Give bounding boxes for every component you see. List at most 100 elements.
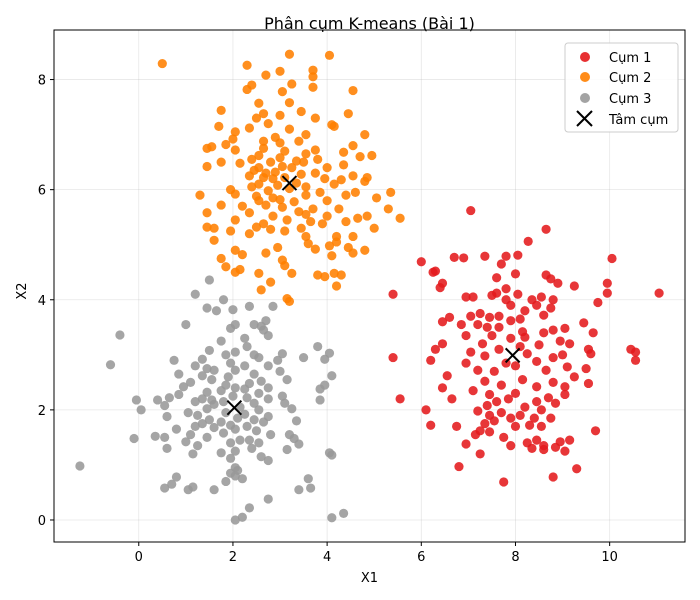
data-point-cluster-2 (261, 248, 271, 258)
data-point-cluster-3 (268, 301, 278, 311)
data-point-cluster-1 (520, 332, 530, 342)
data-point-cluster-1 (499, 432, 509, 442)
data-point-cluster-1 (532, 435, 542, 445)
data-point-cluster-2 (235, 158, 245, 168)
data-point-cluster-1 (548, 295, 558, 305)
data-point-cluster-3 (202, 363, 212, 374)
data-point-cluster-1 (442, 371, 452, 381)
data-point-cluster-2 (360, 176, 370, 186)
data-point-cluster-2 (284, 49, 295, 59)
legend-label-centroid: Tâm cụm (608, 113, 668, 128)
data-point-cluster-3 (230, 383, 240, 393)
data-point-cluster-3 (327, 450, 337, 460)
data-point-cluster-3 (181, 319, 191, 330)
data-point-cluster-2 (254, 98, 264, 108)
data-point-cluster-3 (240, 361, 250, 371)
data-point-cluster-3 (160, 400, 170, 411)
data-point-cluster-1 (466, 205, 476, 216)
data-point-cluster-2 (317, 219, 328, 229)
data-point-cluster-1 (437, 339, 448, 349)
data-point-cluster-3 (240, 384, 250, 394)
data-point-cluster-1 (421, 405, 431, 415)
data-point-cluster-1 (607, 253, 617, 264)
data-point-cluster-2 (221, 139, 231, 150)
data-point-cluster-3 (202, 404, 212, 414)
data-point-cluster-2 (230, 145, 240, 155)
data-point-cluster-1 (593, 297, 603, 308)
data-point-cluster-3 (202, 303, 212, 313)
data-point-cluster-2 (296, 169, 306, 179)
data-point-cluster-3 (115, 330, 125, 340)
centroid-marker (504, 347, 521, 364)
data-point-cluster-2 (225, 226, 236, 236)
data-point-cluster-3 (183, 485, 193, 495)
data-point-cluster-1 (461, 330, 471, 341)
data-point-cluster-2 (209, 235, 219, 245)
centroid-marker (226, 399, 243, 416)
data-point-cluster-3 (244, 503, 255, 513)
y-tick-label: 4 (38, 294, 46, 309)
data-point-cluster-2 (298, 157, 309, 167)
data-point-cluster-3 (183, 408, 193, 418)
legend-marker-cluster-2 (580, 72, 590, 82)
data-point-cluster-1 (428, 267, 438, 277)
data-point-cluster-3 (263, 455, 273, 466)
data-point-cluster-1 (492, 273, 502, 283)
data-point-cluster-2 (244, 229, 255, 239)
data-point-cluster-3 (136, 405, 146, 415)
data-point-cluster-3 (244, 435, 255, 445)
data-point-cluster-3 (254, 405, 264, 415)
centroid-marker (281, 175, 298, 191)
data-point-cluster-2 (310, 145, 320, 155)
data-point-cluster-3 (185, 377, 196, 387)
data-point-cluster-1 (480, 376, 490, 386)
data-point-cluster-3 (303, 474, 313, 484)
data-point-cluster-3 (188, 449, 198, 459)
data-point-cluster-1 (466, 347, 476, 357)
data-point-cluster-2 (230, 189, 240, 199)
data-point-cluster-1 (484, 427, 495, 437)
data-point-cluster-1 (569, 281, 579, 291)
data-point-cluster-2 (284, 124, 295, 134)
data-point-cluster-3 (174, 369, 184, 379)
data-point-cluster-3 (204, 415, 214, 425)
data-point-cluster-2 (287, 79, 297, 89)
data-point-cluster-1 (470, 430, 481, 440)
data-point-cluster-1 (541, 224, 551, 234)
data-point-cluster-3 (298, 352, 309, 363)
centroid-stroke (281, 175, 298, 191)
data-point-cluster-2 (273, 242, 283, 253)
data-point-cluster-1 (475, 308, 485, 319)
data-point-cluster-1 (430, 344, 441, 354)
data-point-cluster-2 (367, 150, 377, 161)
data-point-cluster-1 (480, 419, 490, 429)
data-point-cluster-1 (426, 420, 436, 430)
data-point-cluster-1 (522, 349, 532, 359)
data-point-cluster-1 (492, 397, 502, 407)
data-point-cluster-3 (273, 355, 283, 365)
data-point-cluster-1 (506, 413, 516, 423)
data-point-cluster-3 (263, 394, 273, 404)
data-point-cluster-2 (258, 172, 269, 183)
legend-box (564, 42, 679, 133)
data-point-cluster-1 (520, 306, 530, 316)
data-point-cluster-1 (459, 253, 469, 263)
data-point-cluster-3 (197, 371, 207, 381)
data-point-cluster-2 (308, 72, 318, 82)
data-point-cluster-3 (249, 319, 259, 330)
data-point-cluster-3 (235, 435, 245, 445)
data-point-cluster-1 (475, 449, 485, 459)
data-point-cluster-2 (306, 216, 316, 227)
data-point-cluster-2 (275, 66, 285, 76)
data-point-cluster-1 (461, 439, 471, 449)
data-point-cluster-3 (254, 438, 264, 448)
data-point-cluster-1 (494, 311, 504, 321)
data-point-cluster-1 (388, 289, 398, 299)
data-point-cluster-1 (555, 336, 565, 346)
data-point-cluster-2 (310, 113, 320, 123)
data-point-cluster-1 (557, 350, 568, 360)
data-point-cluster-3 (230, 515, 240, 525)
data-point-cluster-1 (484, 389, 495, 400)
data-point-cluster-2 (280, 261, 290, 271)
data-point-cluster-1 (536, 292, 546, 302)
